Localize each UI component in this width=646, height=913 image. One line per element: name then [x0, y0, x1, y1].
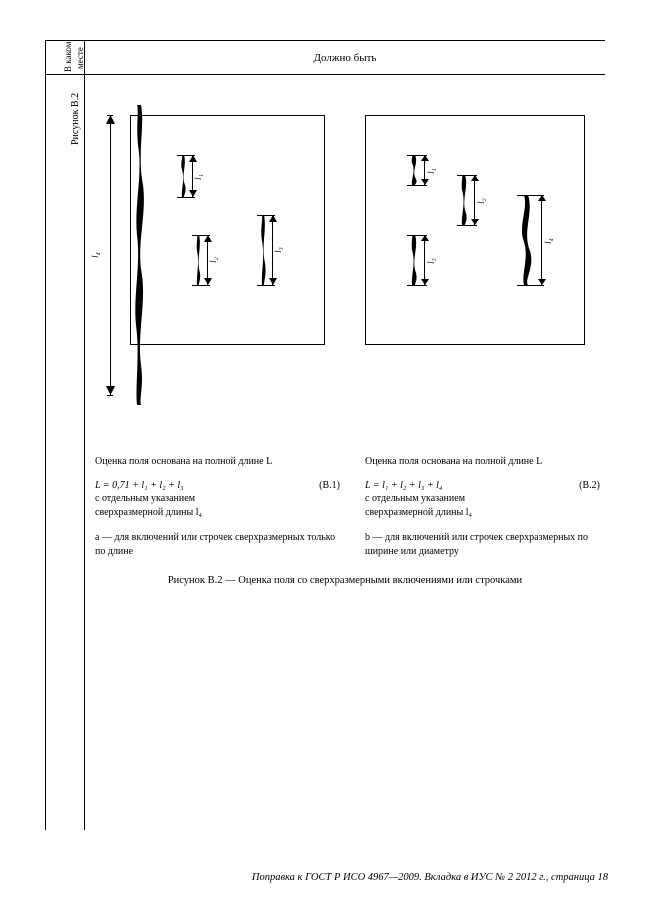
dim-b-l3-at — [421, 235, 429, 242]
side-figure-ref: Рисунок В.2 — [70, 93, 81, 145]
dim-l2-label: l₂ — [208, 257, 218, 263]
dim-l4-arrow-top — [106, 115, 115, 125]
left-formula: L = 0,71 + l₁ + l₂ + l₃ — [95, 480, 184, 491]
dim-b-l3-ab — [421, 279, 429, 286]
diagram-b-blob-l1 — [410, 155, 420, 185]
dim-b-l2-ab — [471, 219, 479, 226]
dim-l1-label: l₁ — [193, 174, 203, 180]
table-header-row: В каком месте Должно быть — [45, 40, 605, 75]
header-cell-location: В каком месте — [45, 40, 85, 75]
dim-l2-ab — [204, 278, 212, 286]
dim-b-l1-ab — [421, 179, 429, 186]
text-block-left: Оценка поля основана на полной длине L L… — [95, 455, 340, 558]
dim-l3-ab — [269, 278, 277, 286]
diagram-b-blob-l2 — [460, 175, 470, 225]
dim-l4-arrow-bot — [106, 386, 115, 396]
dim-b-l2-at — [471, 175, 479, 182]
diagram-a-square — [130, 115, 325, 345]
diagram-b-blob-l4 — [520, 195, 536, 285]
content-area: l₄ l₁ l₂ l₃ l₁ — [85, 75, 605, 830]
left-line3: с отдельным указанием — [95, 492, 340, 506]
dim-l1-at — [189, 155, 197, 163]
left-line1: Оценка поля основана на полной длине L — [95, 455, 340, 469]
left-formula-num: (В.1) — [319, 479, 340, 493]
dim-l4-line — [110, 115, 111, 395]
header-loc-line1: В каком — [63, 42, 73, 72]
dim-l1-ab — [189, 190, 197, 198]
dim-l4-label: l₄ — [90, 252, 100, 258]
right-line3: с отдельным указанием — [365, 492, 600, 506]
side-column: Рисунок В.2 — [45, 75, 85, 830]
dim-b-l1-at — [421, 155, 429, 162]
diagram-b-blob-l3 — [410, 235, 420, 285]
header-loc-line2: месте — [75, 47, 85, 69]
figure-caption: Рисунок В.2 — Оценка поля со сверхразмер… — [85, 575, 605, 586]
dim-b-l4-at — [538, 195, 546, 202]
right-line4: сверхразмерной длины l₄ — [365, 506, 600, 520]
diagram-a-blob-l1 — [180, 155, 188, 197]
diagram-b-square — [365, 115, 585, 345]
left-line4: сверхразмерной длины l₄ — [95, 506, 340, 520]
diagram-a-blob-l4 — [131, 105, 151, 405]
dim-b-l4-ab — [538, 279, 546, 286]
right-line1: Оценка поля основана на полной длине L — [365, 455, 600, 469]
dim-b-l4-label: l₄ — [543, 238, 553, 244]
diagram-right-wrapper: l₁ l₂ l₃ l₄ — [365, 115, 600, 405]
right-formula: L = l₁ + l₂ + l₃ + l₄ — [365, 480, 442, 491]
diagram-a-blob-l3 — [260, 215, 268, 285]
header-cell-shouldbe: Должно быть — [85, 40, 605, 75]
dim-l3-label: l₃ — [273, 247, 283, 253]
right-note: b — для включений или строчек сверхразме… — [365, 531, 600, 558]
dim-b-l3-label: l₃ — [426, 258, 436, 264]
dim-l2-at — [204, 235, 212, 243]
diagram-a-blob-l2 — [195, 235, 203, 285]
dim-l3-at — [269, 215, 277, 223]
dim-b-l1-label: l₁ — [426, 168, 436, 174]
dim-b-l2-label: l₂ — [476, 198, 486, 204]
left-note: a — для включений или строчек сверхразме… — [95, 531, 340, 558]
right-formula-num: (В.2) — [579, 479, 600, 493]
text-block-right: Оценка поля основана на полной длине L L… — [365, 455, 600, 558]
page-footer: Поправка к ГОСТ Р ИСО 4967—2009. Вкладка… — [252, 872, 608, 883]
